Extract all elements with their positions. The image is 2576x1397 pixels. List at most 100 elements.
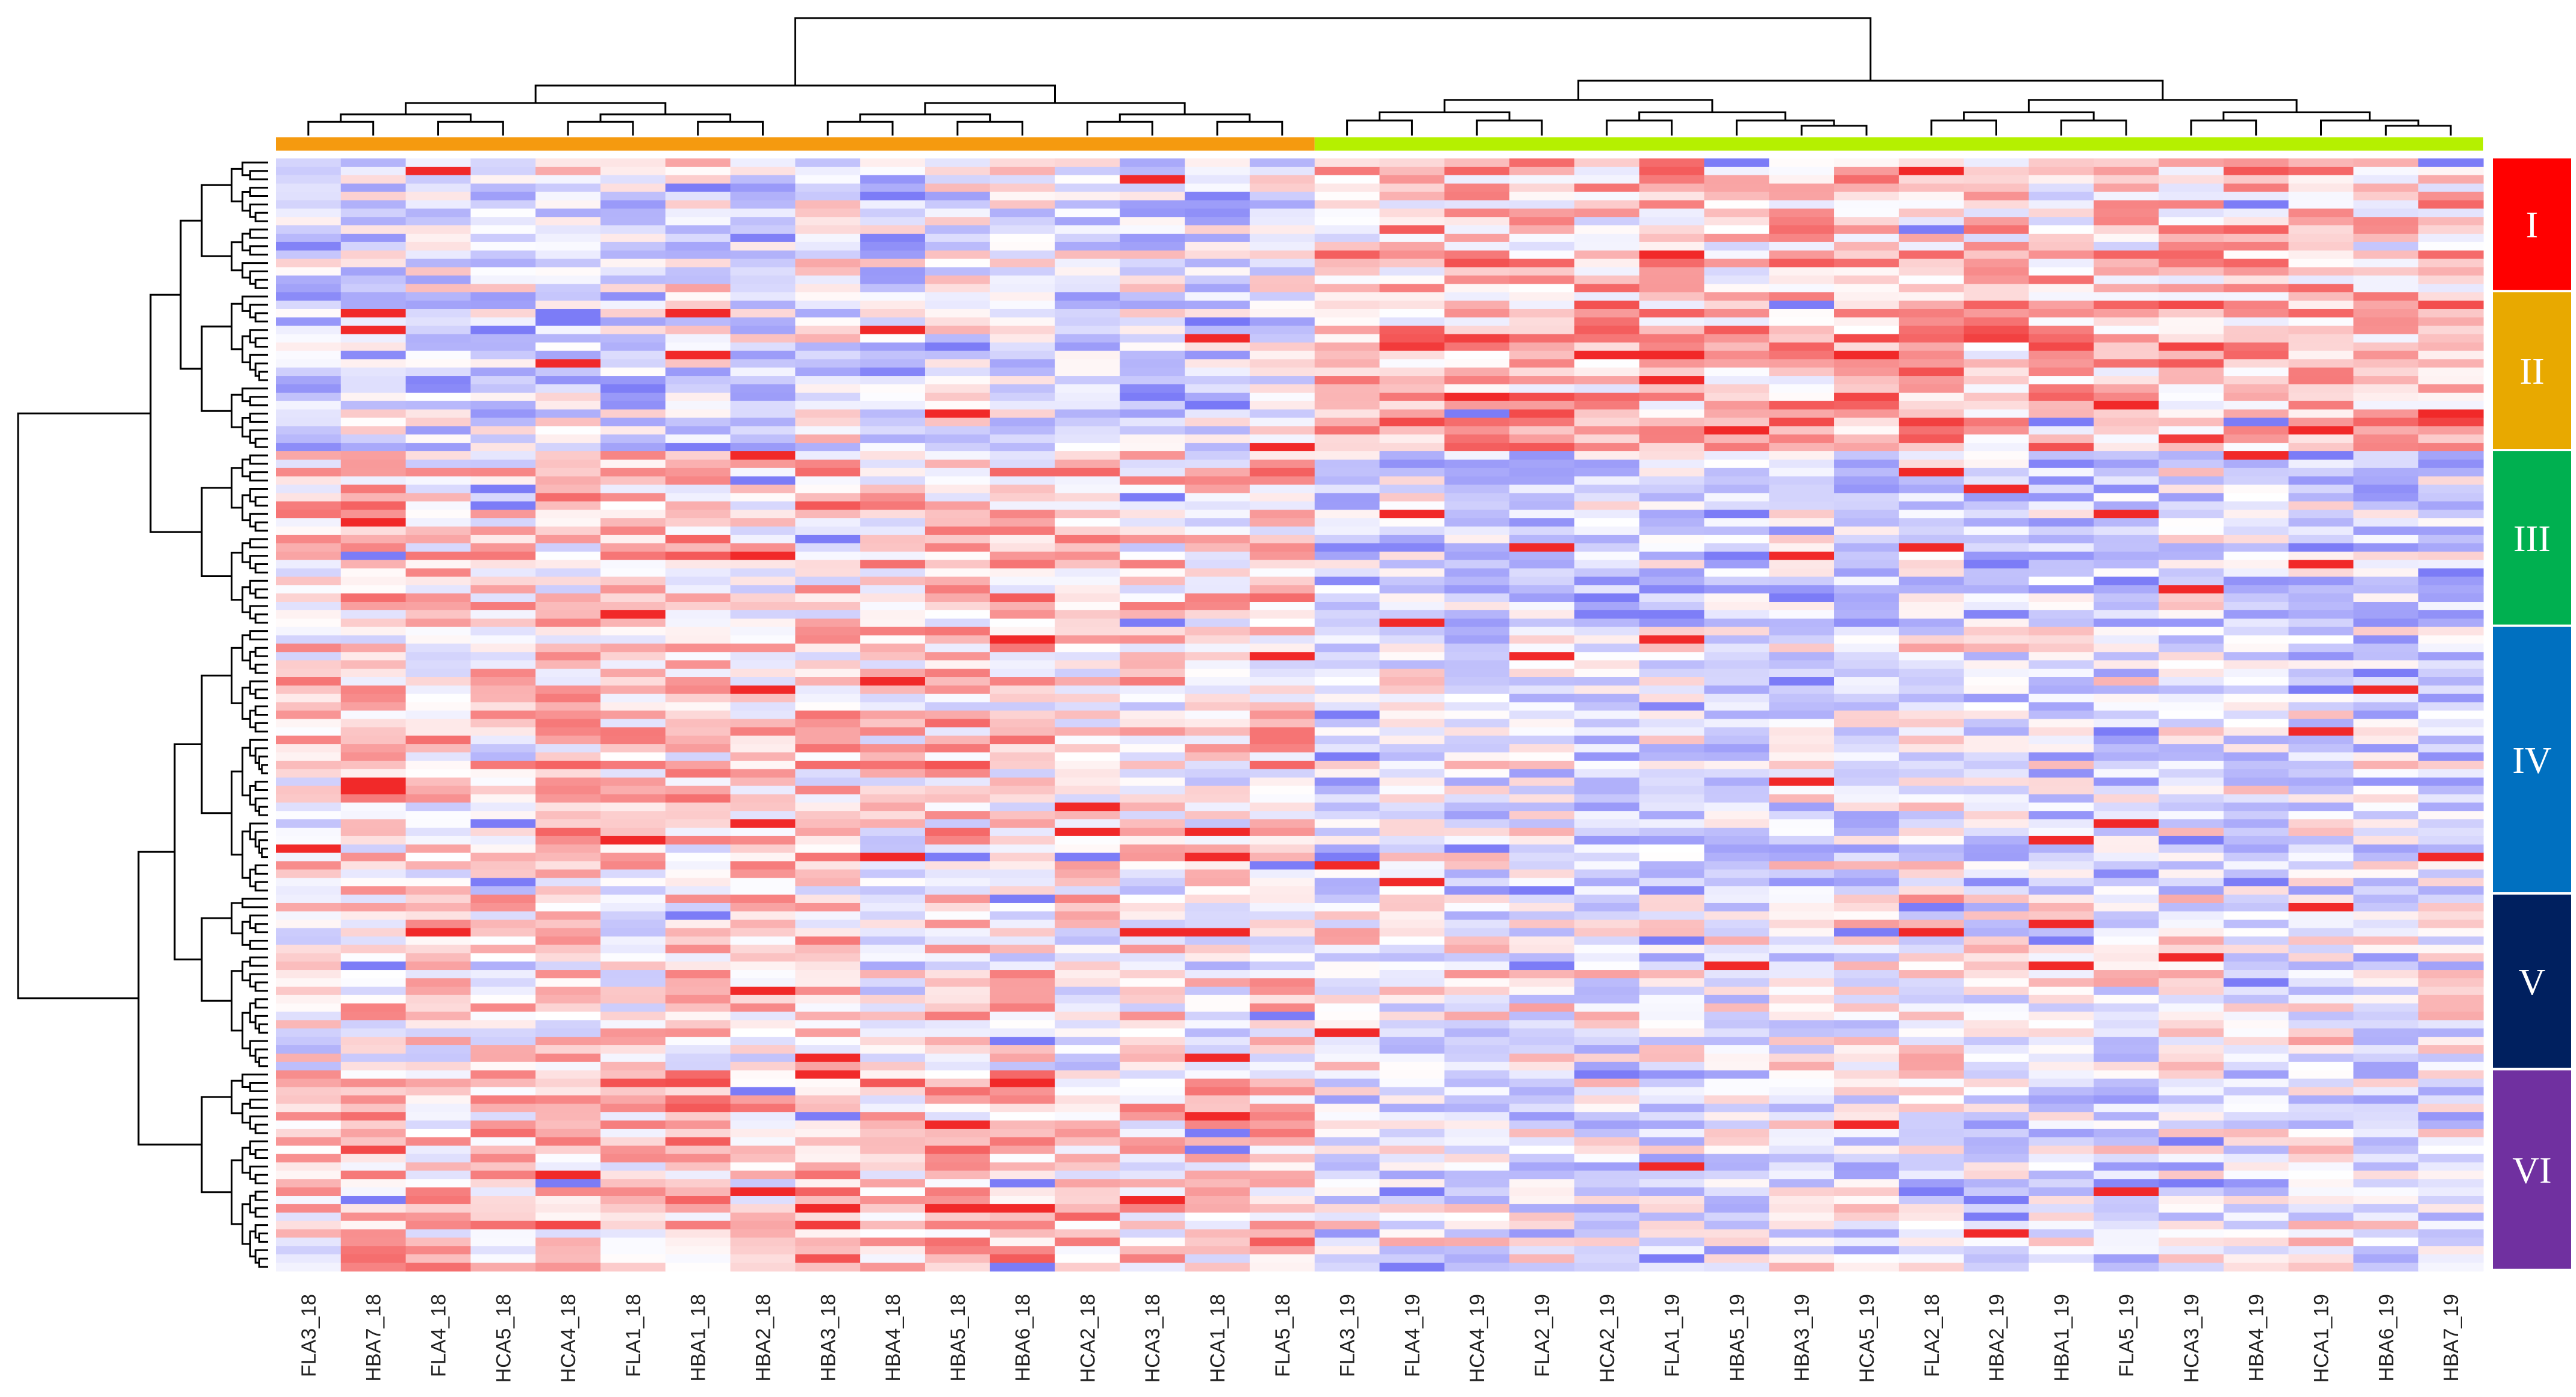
heatmap-cell [1898,936,1965,945]
column-label: HBA1_18 [687,1294,710,1382]
heatmap-cell [340,1003,407,1013]
heatmap-cell [1834,802,1900,811]
heatmap-cell [1185,1204,1250,1213]
heatmap-cell [1120,911,1185,920]
heatmap-cell [1898,1220,1965,1230]
heatmap-cell [1055,1128,1120,1138]
heatmap-cell [925,635,991,645]
heatmap-cell [1379,936,1445,945]
heatmap-cell [1314,1095,1380,1104]
heatmap-cell [990,484,1056,494]
heatmap-cell [1314,1078,1380,1088]
heatmap-cell [1249,702,1315,711]
heatmap-cell [276,886,341,895]
heatmap-cell [1055,677,1120,686]
heatmap-cell [470,175,536,184]
heatmap-cell [860,292,926,301]
heatmap-cell [2288,233,2354,243]
heatmap-cell [1834,844,1900,854]
heatmap-cell [340,685,407,695]
heatmap-cell [1509,802,1575,811]
heatmap-cell [2418,158,2484,167]
heatmap-cell [1509,794,1575,803]
heatmap-cell [2159,1254,2224,1263]
heatmap-cell [1120,560,1185,569]
heatmap-cell [2029,1112,2094,1121]
heatmap-cell [2094,192,2159,201]
heatmap-cell [2418,367,2484,377]
heatmap-cell [1834,902,1900,912]
heatmap-cell [2029,1020,2094,1029]
heatmap-cell [1963,1104,2030,1113]
heatmap-cell [665,225,731,234]
heatmap-cell [1509,1179,1575,1188]
heatmap-cell [470,200,536,209]
heatmap-cell [1769,978,1835,987]
column-dendrogram-branch [2222,111,2371,121]
heatmap-cell [1769,878,1835,887]
heatmap-cell [1055,618,1120,628]
heatmap-cell [276,727,341,736]
heatmap-cell [1769,367,1835,377]
heatmap-cell [2159,819,2224,828]
heatmap-cell [2029,627,2094,636]
heatmap-cell [1769,928,1835,937]
heatmap-cell [925,844,991,854]
heatmap-cell [1509,476,1575,486]
heatmap-cell [470,995,536,1004]
heatmap-cell [1120,451,1185,460]
heatmap-cell [1314,1145,1380,1155]
heatmap-cell [925,1254,991,1263]
heatmap-cell [1639,769,1705,778]
heatmap-cell [340,1170,407,1180]
heatmap-cell [795,585,861,594]
heatmap-cell [1898,593,1965,602]
heatmap-cell [730,484,796,494]
heatmap-cell [2094,702,2159,711]
heatmap-cell [2029,200,2094,209]
heatmap-cell [1509,602,1575,611]
heatmap-cell [2223,886,2289,895]
heatmap-cell [1314,1137,1380,1146]
heatmap-cell [665,844,731,854]
heatmap-cell [1185,325,1250,335]
heatmap-cell [2288,334,2354,343]
heatmap-cell [665,1078,731,1088]
heatmap-cell [1574,693,1640,703]
heatmap-cell [2029,869,2094,878]
heatmap-cell [860,577,926,586]
heatmap-cell [990,727,1056,736]
heatmap-cell [600,886,666,895]
heatmap-cell [2223,1162,2289,1171]
heatmap-cell [276,1070,341,1080]
heatmap-cell [1898,493,1965,502]
heatmap-cell [2418,1137,2484,1146]
heatmap-cell [1963,250,2030,260]
heatmap-cell [1120,1162,1185,1171]
heatmap-cell [340,1137,407,1146]
heatmap-cell [1249,819,1315,828]
heatmap-cell [405,1087,471,1096]
heatmap-cell [1963,200,2030,209]
heatmap-cell [860,1154,926,1163]
heatmap-cell [1963,827,2030,837]
heatmap-cell [1639,384,1705,393]
heatmap-cell [1379,493,1445,502]
heatmap-cell [925,752,991,761]
heatmap-cell [795,1204,861,1213]
heatmap-cell [2223,275,2289,284]
heatmap-cell [2288,1204,2354,1213]
row-dendrogram-branch [249,1082,268,1092]
heatmap-cell [2288,869,2354,878]
heatmap-cell [1834,292,1900,301]
heatmap-cell [1574,685,1640,695]
heatmap-cell [2418,384,2484,393]
heatmap-cell [2094,376,2159,385]
heatmap-cell [1379,961,1445,970]
heatmap-cell [1314,443,1380,452]
heatmap-cell [1055,510,1120,519]
heatmap-cell [2288,200,2354,209]
heatmap-cell [2094,902,2159,912]
heatmap-cell [470,744,536,753]
heatmap-cell [2029,183,2094,193]
